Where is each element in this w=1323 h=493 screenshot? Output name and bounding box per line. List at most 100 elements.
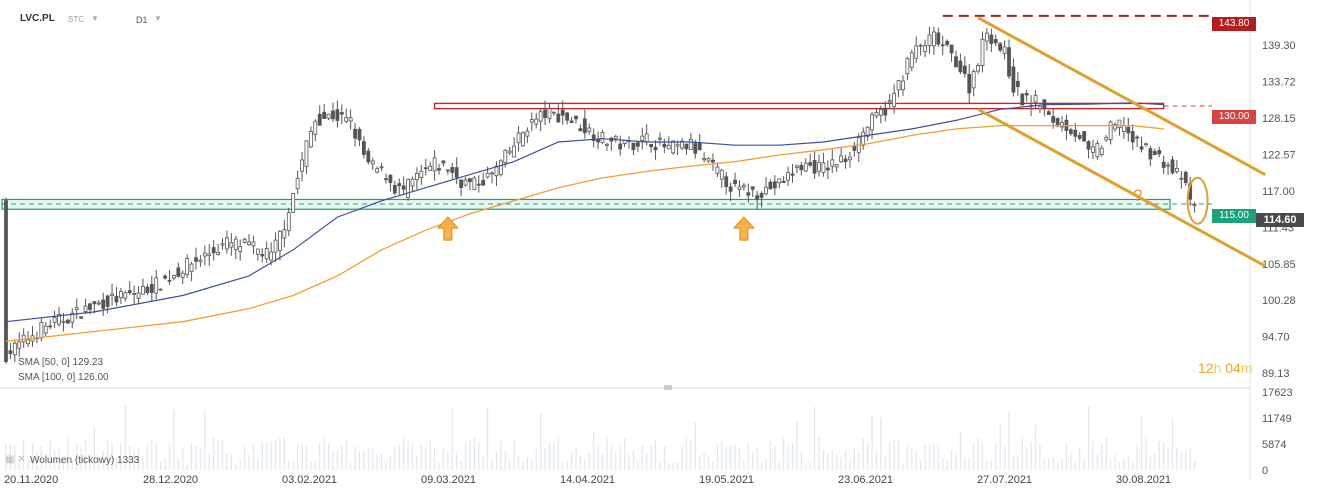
candle-body xyxy=(1011,66,1016,93)
candle-body xyxy=(1117,119,1122,129)
candle-body xyxy=(662,143,667,148)
candle-body xyxy=(189,263,194,272)
candle-body xyxy=(57,314,61,325)
candle-body xyxy=(931,31,936,47)
pane-resize-handle xyxy=(664,385,672,390)
y-tick-label: 105.85 xyxy=(1262,259,1296,271)
candle-body xyxy=(918,44,923,47)
interval-chevron-icon[interactable]: ▼ xyxy=(154,14,162,23)
candle-body xyxy=(883,107,888,116)
candle-body xyxy=(569,120,574,123)
candle-body xyxy=(370,160,375,165)
candle-body xyxy=(490,172,494,175)
symbol-label[interactable]: LVC.PL xyxy=(20,13,55,24)
candle-body xyxy=(1099,147,1104,155)
candle-body xyxy=(401,185,406,190)
candle-timer: 12h 04m xyxy=(1198,360,1253,376)
candle-body xyxy=(878,109,883,116)
y-tick-label: 122.57 xyxy=(1262,150,1296,162)
candle-body xyxy=(406,179,410,199)
candle-body xyxy=(397,183,402,187)
candle-body xyxy=(4,200,8,362)
sma50-line xyxy=(5,102,1164,323)
candle-body xyxy=(688,138,693,150)
candle-body xyxy=(993,39,998,44)
candle-body xyxy=(1183,171,1188,184)
candle-body xyxy=(825,167,830,171)
candle-body xyxy=(322,111,327,119)
candle-body xyxy=(759,193,764,198)
candle-body xyxy=(803,162,808,172)
candle-body xyxy=(441,160,446,164)
candle-body xyxy=(998,43,1003,51)
candle-body xyxy=(1007,47,1011,77)
candle-body xyxy=(507,150,512,154)
candle-body xyxy=(472,177,477,190)
candle-body xyxy=(684,143,689,150)
candle-body xyxy=(887,99,892,103)
sma100-legend[interactable]: SMA [100, 0] 126.00 xyxy=(18,372,109,383)
x-tick-label: 09.03.2021 xyxy=(421,474,476,486)
timer-hours: 12 xyxy=(1198,360,1214,376)
candle-body xyxy=(914,45,919,59)
exchange-chevron-icon[interactable]: ▼ xyxy=(91,14,99,23)
candle-body xyxy=(870,114,874,131)
candle-body xyxy=(976,65,980,72)
candle-body xyxy=(1082,131,1087,142)
timer-h-unit: h xyxy=(1213,360,1222,376)
y-tick-label: 89.13 xyxy=(1262,368,1290,380)
candle-body xyxy=(786,172,790,181)
candle-body xyxy=(582,118,587,134)
y-tick-label: 128.15 xyxy=(1262,113,1296,125)
candle-body xyxy=(39,321,44,339)
candle-body xyxy=(1130,131,1135,143)
interval-label[interactable]: D1 xyxy=(136,15,148,25)
candle-body xyxy=(644,133,649,143)
candle-body xyxy=(1055,118,1060,127)
candle-body xyxy=(733,179,737,185)
candle-body xyxy=(1033,94,1038,103)
candle-body xyxy=(282,229,287,239)
candle-body xyxy=(331,110,335,120)
candle-body xyxy=(1051,116,1056,123)
x-tick-label: 28.12.2020 xyxy=(143,474,198,486)
latest-candle-highlight xyxy=(1186,176,1209,225)
candle-body xyxy=(1121,125,1126,132)
candle-body xyxy=(1002,46,1007,54)
candle-body xyxy=(286,212,291,231)
candle-body xyxy=(574,115,578,120)
candle-body xyxy=(419,170,424,179)
candle-body xyxy=(901,80,905,91)
candle-body xyxy=(1166,164,1170,167)
candle-body xyxy=(693,143,698,154)
candle-body xyxy=(1139,146,1144,150)
candle-body xyxy=(516,132,521,144)
volume-tick-label: 17623 xyxy=(1262,387,1293,399)
candle-body xyxy=(269,251,274,261)
candle-body xyxy=(459,179,464,188)
candle-body xyxy=(666,144,671,150)
candle-body xyxy=(1015,81,1020,87)
candle-body xyxy=(525,130,530,137)
candle-body xyxy=(830,159,835,167)
volume-legend[interactable]: Wolumen (tickowy) 1333 xyxy=(30,455,140,466)
candle-body xyxy=(556,113,561,123)
candle-body xyxy=(1170,159,1175,174)
candle-body xyxy=(132,293,137,295)
candle-body xyxy=(790,173,795,176)
candle-body xyxy=(454,167,459,178)
sma50-legend[interactable]: SMA [50, 0] 129.23 xyxy=(18,357,104,368)
x-tick-label: 27.07.2021 xyxy=(977,474,1032,486)
indicator-settings-icon[interactable]: ▦ ✕ xyxy=(5,454,26,465)
sma100-line xyxy=(5,124,1164,342)
candle-body xyxy=(498,160,503,176)
y-tick-label: 139.30 xyxy=(1262,40,1296,52)
candle-body xyxy=(242,239,247,243)
candle-body xyxy=(450,167,455,173)
y-tick-label: 100.28 xyxy=(1262,295,1296,307)
candle-body xyxy=(220,243,225,246)
candle-body xyxy=(843,158,848,163)
candle-body xyxy=(702,157,707,161)
candle-body xyxy=(357,128,362,141)
